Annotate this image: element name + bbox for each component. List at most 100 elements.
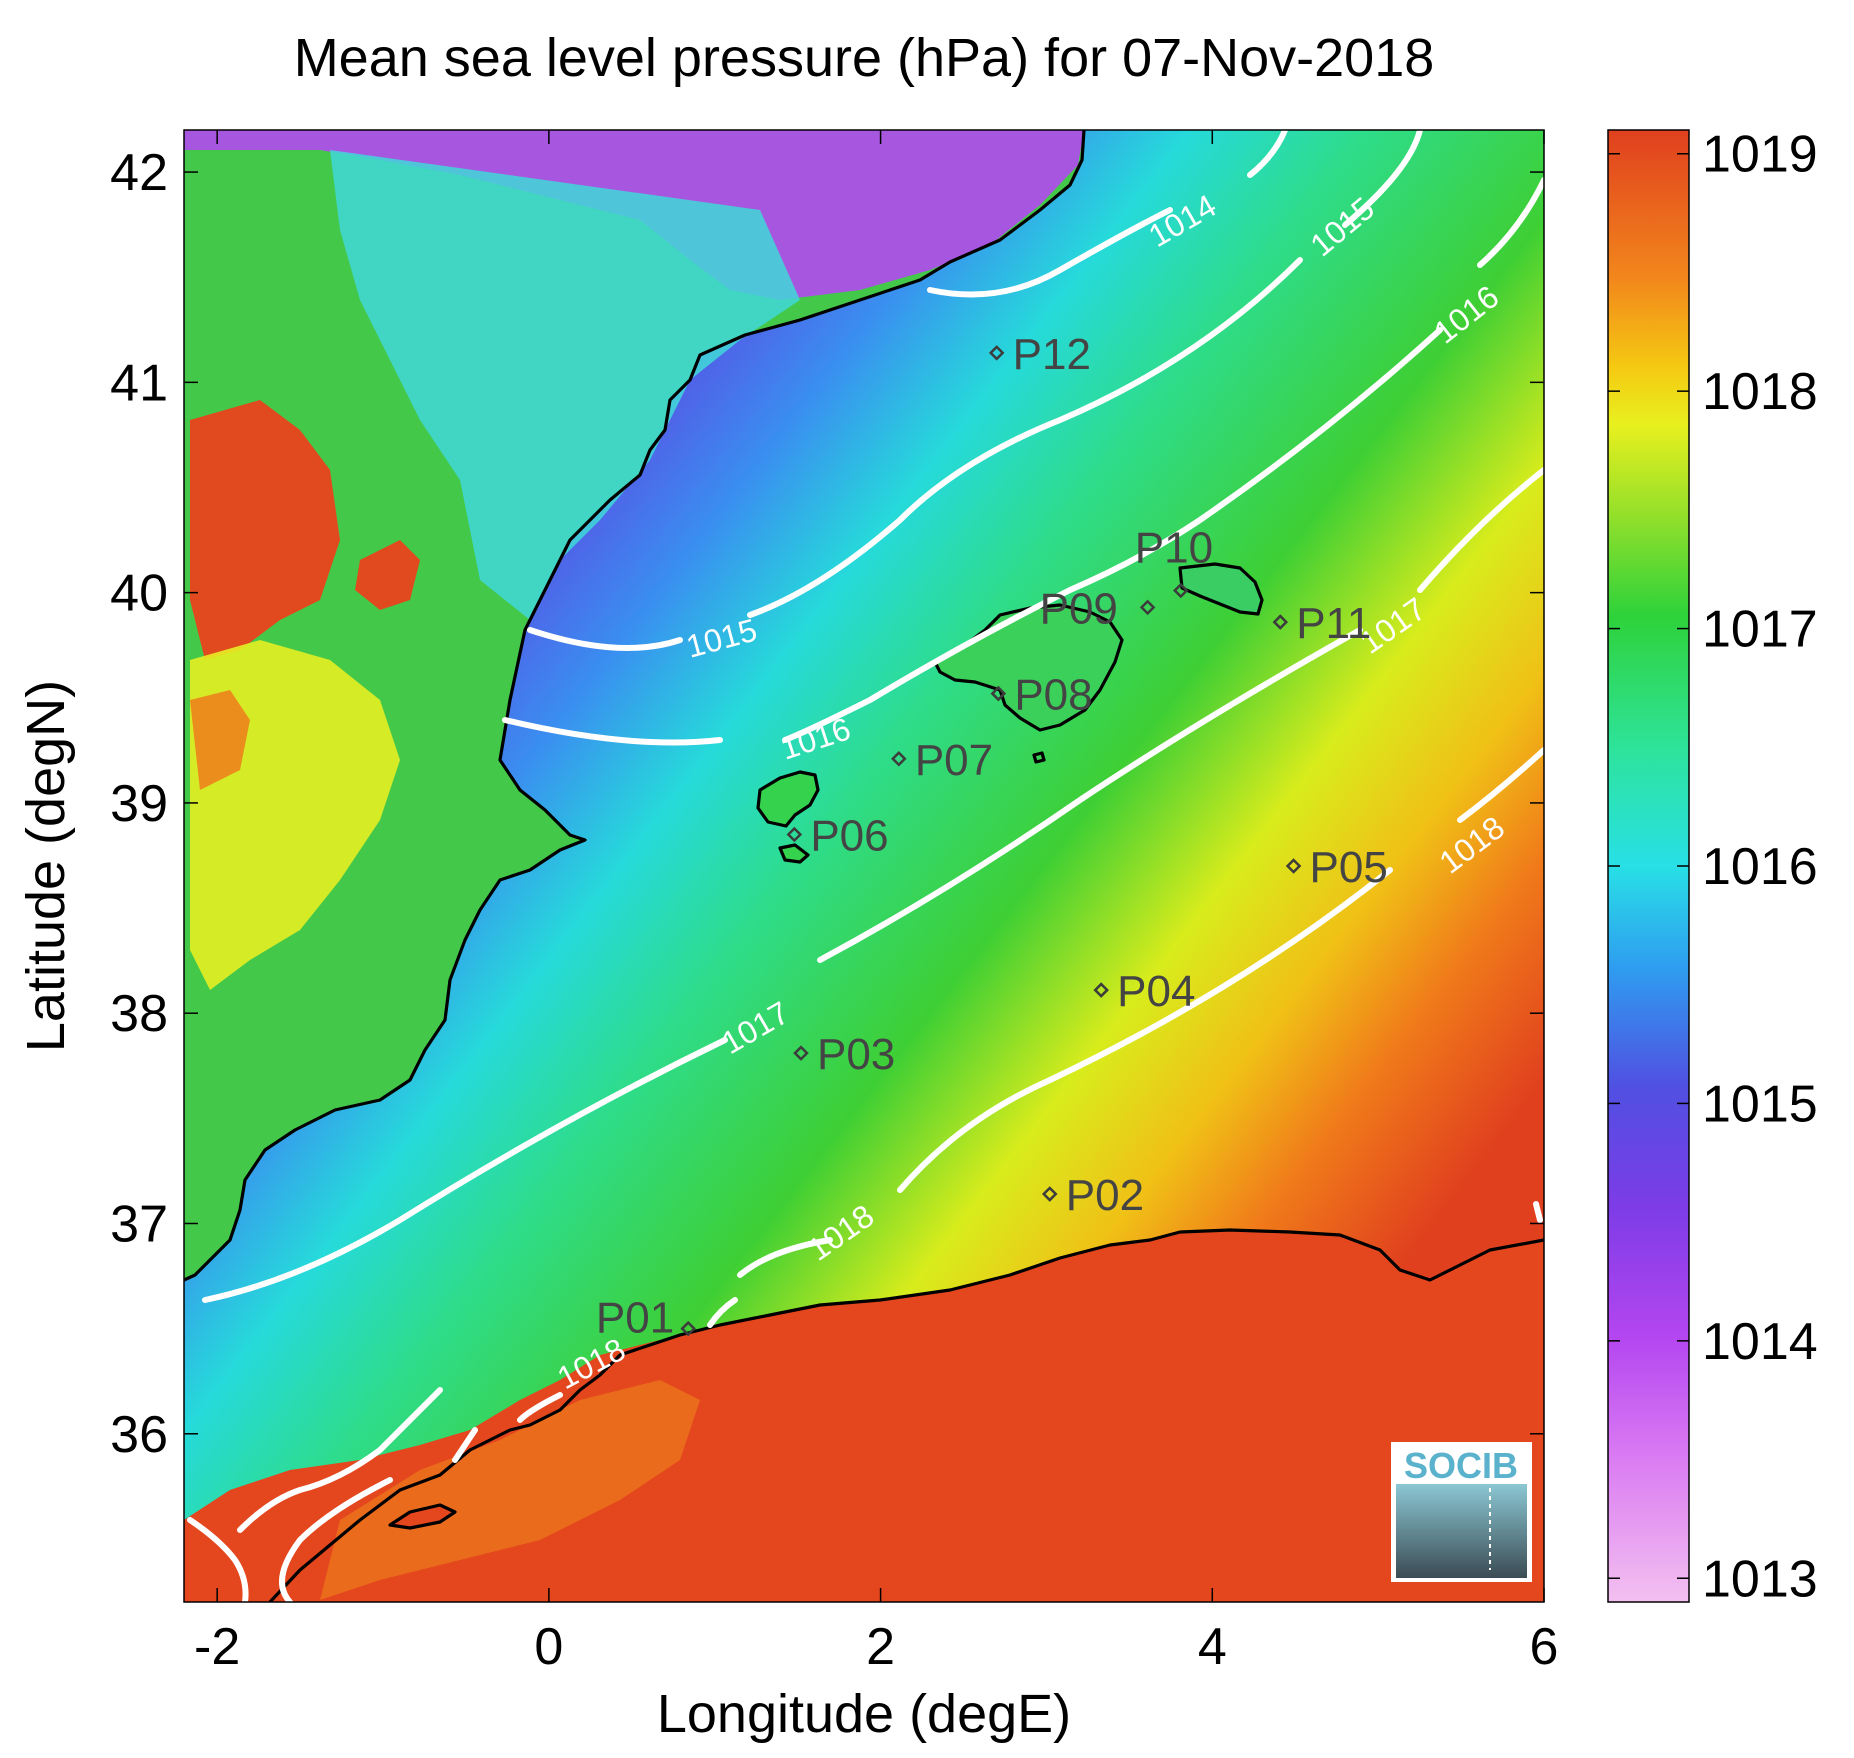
station-marker (988, 345, 1005, 361)
station-label: P05 (1310, 843, 1388, 892)
station-marker (990, 685, 1007, 702)
station-label: P03 (817, 1030, 895, 1079)
x-tick-label: 2 (866, 1618, 895, 1676)
isobar-1014 (927, 130, 1288, 298)
coastline-ibiza (756, 770, 820, 828)
isobar-1018-east (737, 747, 1544, 1278)
land-iberia-red (190, 400, 340, 660)
isobar-1018-south (237, 1387, 478, 1533)
coastlines (184, 130, 1544, 1602)
station-marker (786, 826, 803, 843)
socib-logo-sea (1396, 1484, 1527, 1578)
chart-title: Mean sea level pressure (hPa) for 07-Nov… (294, 28, 1435, 88)
land-iberia (184, 130, 1084, 1280)
coastline-menorca (1178, 562, 1264, 616)
x-tick-label: 6 (1530, 1618, 1559, 1676)
station-marker (680, 1320, 696, 1337)
station-label: P10 (1135, 524, 1213, 573)
isobar-1015 (527, 257, 1303, 651)
colorbar-tick-label: 1013 (1702, 1550, 1818, 1608)
colorbar-tick-label: 1019 (1702, 126, 1818, 184)
coastline-alboran (388, 1503, 457, 1530)
colorbar-tick-label: 1016 (1702, 838, 1818, 896)
isobar-1016 (502, 327, 1443, 746)
socib-logo-text: SOCIB (1404, 1445, 1518, 1486)
isobar-1018-blob (1533, 1201, 1543, 1223)
station-label: P02 (1066, 1171, 1144, 1220)
x-axis-label: Longitude (degE) (657, 1684, 1071, 1744)
y-tick-label: 39 (110, 775, 168, 833)
land-africa-tint (320, 1380, 700, 1600)
coastline-mallorca (933, 603, 1124, 732)
coastline-north-africa (268, 1228, 1544, 1602)
isobar-1018-coast (517, 1297, 738, 1423)
station-label: P04 (1117, 967, 1195, 1016)
land-iberia-red2 (355, 540, 420, 610)
x-tick-label: 0 (534, 1618, 563, 1676)
land-iberia-orange (190, 690, 250, 790)
y-axis: 36 37 38 39 40 41 42 (110, 144, 1544, 1464)
station-p12: P12 (988, 330, 1091, 379)
station-marker (1041, 1186, 1058, 1202)
station-p04: P04 (1093, 967, 1195, 1016)
station-p09: P09 (1040, 584, 1156, 633)
station-label: P09 (1040, 584, 1118, 633)
station-label: P08 (1014, 671, 1092, 720)
station-p08: P08 (990, 671, 1093, 720)
station-marker (793, 1045, 809, 1061)
station-p10: P10 (1135, 524, 1213, 599)
station-label: P12 (1013, 330, 1091, 379)
socib-logo: SOCIB (1391, 1442, 1532, 1582)
plot-frame (183, 129, 1545, 1603)
station-label: P11 (1296, 599, 1371, 648)
colorbar-tick-label: 1014 (1702, 1313, 1818, 1371)
coastline-iberia (184, 130, 1086, 1282)
station-p07: P07 (891, 736, 993, 785)
isobar-1016-east (1477, 177, 1544, 268)
y-tick-label: 41 (110, 354, 168, 412)
station-label: P07 (915, 736, 993, 785)
island-ibiza (758, 772, 818, 826)
station-p06: P06 (786, 811, 889, 860)
isobar-1018-sw (279, 1477, 393, 1602)
island-menorca (1180, 564, 1262, 614)
station-p03: P03 (793, 1030, 895, 1079)
colorbar-tick-label: 1015 (1702, 1075, 1818, 1133)
colorbar-tick-label: 1018 (1702, 363, 1818, 421)
isobar-1015-east (1342, 130, 1423, 228)
colorbar-ticks: 1013 1014 1015 1016 1017 1018 1019 (1608, 126, 1818, 1608)
station-label: P06 (810, 811, 888, 860)
coastline-formentera (778, 843, 810, 864)
station-markers: P01 P02 P03 P04 P05 P06 P07 P08 P09 P10 P11 P12 (596, 330, 1388, 1343)
station-marker (891, 750, 907, 767)
colorbar: 1013 1014 1015 1016 1017 1018 1019 (1607, 126, 1818, 1608)
station-label: P01 (596, 1294, 674, 1343)
station-p05: P05 (1285, 843, 1388, 892)
y-tick-label: 40 (110, 565, 168, 623)
y-tick-label: 37 (110, 1195, 168, 1253)
x-tick-label: 4 (1198, 1618, 1227, 1676)
x-tick-label: -2 (194, 1618, 240, 1676)
station-p11: P11 (1272, 599, 1371, 648)
station-marker (1272, 614, 1289, 630)
y-tick-label: 38 (110, 985, 168, 1043)
station-marker (1173, 582, 1189, 599)
y-axis-label: Latitude (degN) (16, 680, 76, 1052)
isobar-1018-west (187, 1517, 249, 1602)
station-p02: P02 (1041, 1171, 1144, 1220)
island-formentera (780, 845, 808, 862)
colorbar-tick-label: 1017 (1702, 601, 1818, 659)
station-p01: P01 (596, 1294, 696, 1343)
coastline-cabrera (1032, 751, 1046, 764)
map-area: 1014 1015 1015 1016 1016 1017 1017 1018 … (184, 130, 1544, 1602)
colorbar-gradient (1607, 129, 1690, 1603)
y-tick-label: 36 (110, 1406, 168, 1464)
land-iberia-cyan (330, 150, 800, 620)
x-axis: -2 0 2 4 6 (194, 130, 1558, 1676)
isobar-1017 (202, 467, 1544, 1303)
station-marker (1285, 858, 1302, 874)
y-tick-label: 42 (110, 144, 168, 202)
station-marker (1139, 599, 1156, 616)
station-marker (1093, 982, 1109, 998)
isobars (187, 130, 1544, 1602)
